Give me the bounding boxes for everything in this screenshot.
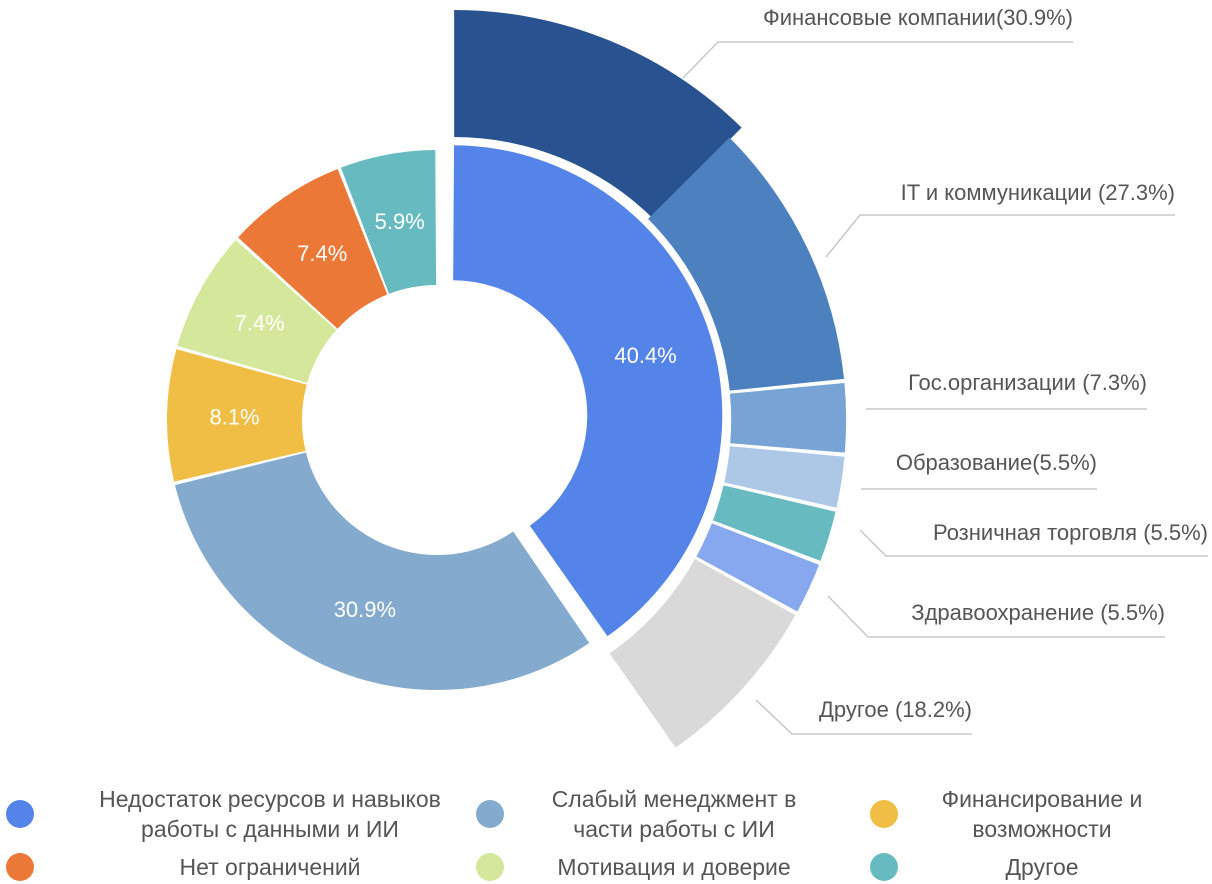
outer-label-text-3: Образование(5.5%) [896, 450, 1097, 475]
inner-slice-1[interactable] [174, 452, 590, 690]
outer-label-text-1: IT и коммуникации (27.3%) [901, 180, 1175, 205]
inner-slice-5[interactable] [340, 150, 437, 294]
leader-line-6 [755, 699, 972, 735]
legend-item-resources[interactable]: Недостаток ресурсов и навыков работы с д… [6, 784, 476, 844]
outer-label-1: IT и коммуникации (27.3%) [901, 180, 1175, 205]
inner-slice-4[interactable] [238, 168, 388, 329]
outer-label-6: Другое (18.2%) [819, 697, 972, 722]
legend-label: Нет ограничений [179, 854, 361, 880]
legend-label: Слабый менеджмент в части работы с ИИ [551, 786, 797, 842]
outer-slice-1[interactable] [648, 137, 845, 391]
legend: Недостаток ресурсов и навыков работы с д… [0, 770, 1212, 884]
legend-swatch [870, 800, 898, 828]
inner-slice-label-5: 5.9% [375, 209, 425, 234]
outer-label-text-2: Гос.организации (7.3%) [908, 370, 1147, 395]
inner-slice-label-1: 30.9% [334, 597, 396, 622]
legend-label: Другое [1005, 854, 1079, 880]
outer-slice-0[interactable] [454, 10, 742, 219]
outer-label-text-4: Розничная торговля (5.5%) [933, 520, 1208, 545]
inner-slice-label-2: 8.1% [209, 405, 259, 430]
legend-label: Финансирование и возможности [941, 786, 1143, 842]
outer-slice-2[interactable] [729, 383, 847, 453]
legend-swatch [476, 853, 504, 881]
legend-item-management[interactable]: Слабый менеджмент в части работы с ИИ [476, 784, 836, 844]
legend-item-financing[interactable]: Финансирование и возможности [870, 784, 1212, 844]
outer-slice-5[interactable] [696, 523, 820, 612]
outer-label-0: Финансовые компании(30.9%) [763, 5, 1073, 30]
inner-slice-2[interactable] [167, 349, 307, 482]
outer-label-text-0: Финансовые компании(30.9%) [763, 5, 1073, 30]
legend-swatch [6, 853, 34, 881]
outer-label-3: Образование(5.5%) [896, 450, 1097, 475]
outer-label-2: Гос.организации (7.3%) [908, 370, 1147, 395]
legend-item-no-limits[interactable]: Нет ограничений [6, 852, 476, 882]
leader-line-5 [827, 595, 1165, 638]
outer-label-4: Розничная торговля (5.5%) [933, 520, 1208, 545]
leader-line-1 [825, 214, 1175, 258]
legend-swatch [6, 800, 34, 828]
inner-slice-0[interactable] [453, 145, 723, 637]
legend-label: Мотивация и доверие [557, 854, 791, 880]
inner-slice-label-3: 7.4% [235, 310, 285, 335]
legend-item-motivation[interactable]: Мотивация и доверие [476, 852, 836, 882]
outer-slice-4[interactable] [712, 485, 836, 561]
legend-item-other[interactable]: Другое [870, 852, 1212, 882]
leader-line-4 [859, 529, 1208, 557]
outer-slice-3[interactable] [724, 446, 845, 508]
legend-swatch [870, 853, 898, 881]
donut-chart: 40.4% 30.9% 8.1% 7.4% 7.4% 5.9% Финансовые ком… [167, 5, 1208, 748]
outer-slice-6[interactable] [609, 559, 796, 748]
outer-label-text-5: Здравоохранение (5.5%) [911, 600, 1165, 625]
inner-slice-label-0: 40.4% [614, 343, 676, 368]
legend-swatch [476, 800, 504, 828]
leader-line-0 [682, 41, 1073, 79]
outer-label-5: Здравоохранение (5.5%) [911, 600, 1165, 625]
inner-slice-3[interactable] [177, 240, 337, 383]
legend-label: Недостаток ресурсов и навыков работы с д… [99, 786, 441, 842]
outer-label-text-6: Другое (18.2%) [819, 697, 972, 722]
inner-slice-label-4: 7.4% [297, 241, 347, 266]
